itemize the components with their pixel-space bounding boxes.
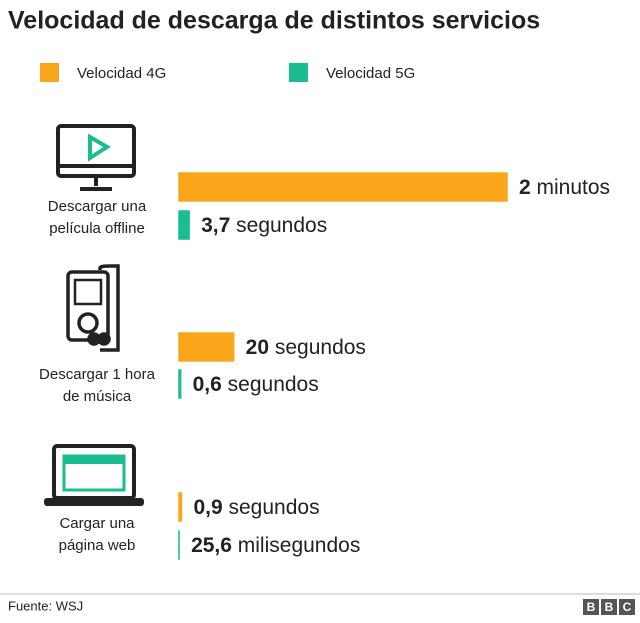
value-unit: segundos — [230, 214, 327, 237]
legend-swatch — [289, 63, 308, 82]
value-unit: segundos — [223, 496, 320, 519]
category-line: de música — [63, 388, 132, 405]
chart-title: Velocidad de descarga de distintos servi… — [8, 7, 540, 35]
logo-box — [619, 599, 635, 615]
value-unit: minutos — [531, 176, 610, 199]
value-label: 0,6 segundos — [193, 373, 319, 396]
value-number: 3,7 — [201, 214, 230, 237]
value-label: 25,6 milisegundos — [191, 534, 360, 557]
category-line: película offline — [49, 220, 145, 237]
bar — [178, 369, 182, 399]
logo-letter: C — [623, 600, 632, 614]
value-label: 3,7 segundos — [201, 214, 327, 237]
bar — [178, 210, 190, 240]
value-number: 2 — [519, 176, 531, 199]
value-number: 0,6 — [193, 373, 222, 396]
category-line: Descargar una — [48, 198, 147, 215]
category-label: Descargar 1 hora de música — [39, 366, 156, 405]
icon-monitor — [56, 124, 136, 191]
logo-box — [601, 599, 617, 615]
source: Fuente: WSJ — [8, 598, 83, 613]
value-unit: segundos — [269, 336, 366, 359]
legend-label: Velocidad 4G — [77, 65, 166, 82]
bar — [178, 492, 183, 522]
category-label: Descargar una película offline — [48, 198, 147, 237]
value-number: 25,6 — [191, 534, 232, 557]
category-line: Cargar una — [59, 515, 135, 532]
category-label: Cargar una página web — [59, 515, 136, 554]
logo-letter: B — [587, 600, 596, 614]
legend-swatch — [40, 63, 59, 82]
bar — [178, 172, 508, 202]
value-number: 20 — [246, 336, 269, 359]
value-number: 0,9 — [193, 496, 222, 519]
legend-label: Velocidad 5G — [326, 65, 415, 82]
value-label: 0,9 segundos — [193, 496, 319, 519]
logo-box — [583, 599, 599, 615]
logo-letter: B — [605, 600, 614, 614]
icon-laptop — [44, 444, 144, 506]
bar — [178, 332, 235, 362]
value-label: 2 minutos — [519, 176, 610, 199]
category-line: Descargar 1 hora — [39, 366, 156, 383]
value-unit: segundos — [222, 373, 319, 396]
category-line: página web — [59, 537, 136, 554]
value-unit: milisegundos — [232, 534, 360, 557]
icon-music-player — [66, 264, 120, 352]
value-label: 20 segundos — [246, 336, 366, 359]
